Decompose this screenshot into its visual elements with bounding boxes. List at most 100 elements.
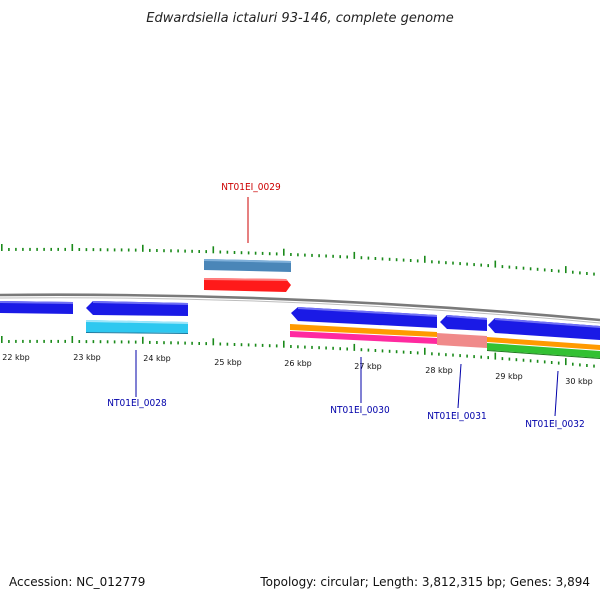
top-minor-tick [388,257,391,261]
genome-backbone-bottom [0,297,600,324]
top-minor-tick [106,248,109,252]
bottom-minor-tick [226,342,229,346]
top-major-tick [494,260,497,268]
bottom-minor-tick [36,339,38,343]
bottom-minor-tick [8,340,10,343]
bottom-minor-tick [395,350,398,354]
bottom-minor-tick [134,340,137,344]
top-minor-tick [99,248,102,252]
bottom-minor-tick [184,341,186,345]
bottom-minor-tick [409,351,412,354]
bottom-minor-tick [381,349,384,353]
gene-0030[interactable] [291,307,437,328]
leader-0032 [554,370,559,417]
top-major-tick [353,251,356,259]
top-minor-tick [480,263,482,267]
top-major-tick [71,244,74,251]
bottom-minor-tick [311,345,313,349]
top-minor-tick [522,266,525,270]
bottom-minor-tick [536,359,539,363]
top-minor-tick [226,250,229,254]
top-major-tick [1,244,3,251]
gene-0028[interactable] [86,301,188,316]
top-minor-tick [170,249,172,253]
feature-orange-band[interactable] [290,324,600,350]
feature-magenta-band[interactable] [290,331,437,344]
kbp-label-29: 29 kbp [495,372,523,381]
gene-label-0028[interactable]: NT01EI_0028 [107,398,167,409]
feature-salmon-block[interactable] [437,333,487,348]
top-minor-tick [374,257,377,260]
top-minor-tick [120,248,123,252]
feature-0029-steel[interactable] [204,259,291,272]
feature-0028-cyan[interactable] [86,320,188,334]
bottom-tick-row [1,336,595,368]
bottom-minor-tick [466,354,468,358]
feature-0029-red[interactable] [204,278,291,292]
top-minor-tick [557,269,560,273]
top-minor-tick [268,252,271,256]
gene-left-blue[interactable] [0,301,73,314]
top-minor-tick [536,267,539,271]
top-minor-tick [92,248,95,252]
top-minor-tick [367,256,370,260]
kbp-label-23: 23 kbp [73,353,101,362]
gene-label-0031[interactable]: NT01EI_0031 [427,411,486,422]
bottom-minor-tick [43,339,45,343]
top-minor-tick [163,249,165,253]
top-minor-tick [261,251,264,255]
bottom-minor-tick [50,339,52,343]
top-minor-tick [290,253,292,256]
top-major-tick [424,255,426,263]
gene-0031[interactable] [440,315,487,331]
bottom-major-tick [142,336,144,344]
top-minor-tick [29,247,31,251]
feature-green-band[interactable] [487,343,600,359]
top-minor-tick [346,255,348,259]
bottom-minor-tick [233,343,236,346]
kbp-label-27: 27 kbp [354,362,382,371]
top-minor-tick [304,253,306,257]
top-minor-tick [318,254,320,258]
kbp-label-28: 28 kbp [425,366,453,375]
bottom-minor-tick [473,355,475,359]
top-minor-tick [311,253,313,257]
top-minor-tick [431,260,433,264]
bottom-minor-tick [268,344,271,348]
bottom-minor-tick [557,361,560,365]
gene-label-0032[interactable]: NT01EI_0032 [525,419,584,430]
top-minor-tick [402,258,405,262]
bottom-minor-tick [149,340,151,344]
bottom-minor-tick [191,341,193,345]
bottom-minor-tick [586,364,588,367]
kbp-label-22: 22 kbp [2,353,30,362]
bottom-minor-tick [346,347,348,351]
bottom-minor-tick [360,348,363,352]
top-minor-tick [473,263,475,267]
bottom-minor-tick [487,356,489,360]
top-minor-tick [156,249,158,252]
top-minor-tick [254,251,257,255]
gene-label-0029[interactable]: NT01EI_0029 [221,182,281,193]
genome-summary-text: Topology: circular; Length: 3,812,315 bp… [259,575,590,589]
bottom-major-tick [424,347,426,355]
top-major-tick [142,244,144,252]
bottom-minor-tick [438,352,440,356]
gene-label-0030[interactable]: NT01EI_0030 [330,405,390,416]
top-minor-tick [177,249,179,253]
bottom-minor-tick [543,360,546,364]
bottom-minor-tick [198,342,200,345]
top-major-tick [212,246,215,254]
bottom-major-tick [494,352,497,360]
top-major-tick [283,248,285,256]
bottom-minor-tick [113,340,116,344]
bottom-minor-tick [85,340,88,344]
bottom-minor-tick [170,341,172,345]
bottom-minor-tick [156,341,158,344]
top-tick-row [1,244,595,276]
gene-0032[interactable] [488,318,600,340]
bottom-major-tick [1,336,3,343]
bottom-minor-tick [367,348,370,352]
top-minor-tick [297,253,299,257]
bottom-minor-tick [15,339,17,343]
